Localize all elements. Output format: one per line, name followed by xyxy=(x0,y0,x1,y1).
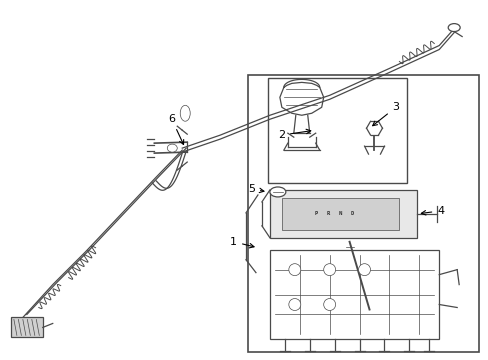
Circle shape xyxy=(288,298,300,310)
Circle shape xyxy=(323,298,335,310)
Circle shape xyxy=(323,264,335,276)
Text: 3: 3 xyxy=(372,102,399,126)
Text: 6: 6 xyxy=(168,114,183,144)
Bar xyxy=(11,318,42,337)
Circle shape xyxy=(358,264,370,276)
Ellipse shape xyxy=(167,144,177,152)
Text: R: R xyxy=(326,211,329,216)
Ellipse shape xyxy=(447,24,459,32)
Bar xyxy=(269,190,416,238)
Text: N: N xyxy=(338,211,342,216)
Bar xyxy=(269,250,438,339)
Text: 1: 1 xyxy=(229,237,254,248)
Text: D: D xyxy=(350,211,353,216)
Circle shape xyxy=(288,264,300,276)
Ellipse shape xyxy=(180,105,190,121)
Text: 4: 4 xyxy=(421,206,444,216)
Ellipse shape xyxy=(269,187,285,197)
Text: P: P xyxy=(314,211,318,216)
Bar xyxy=(281,198,399,230)
Bar xyxy=(267,78,407,183)
Bar xyxy=(247,75,478,352)
Text: 5: 5 xyxy=(247,184,264,194)
Text: 2: 2 xyxy=(277,129,310,140)
